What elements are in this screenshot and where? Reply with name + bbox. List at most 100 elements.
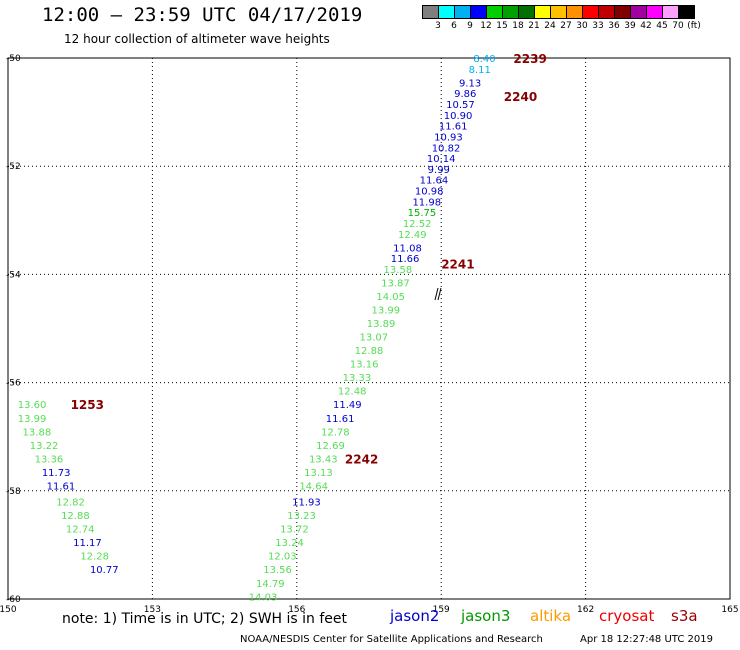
x-tick-label: 153 bbox=[144, 605, 161, 615]
wave-height-label: 13.58 bbox=[384, 265, 413, 276]
legend-label: 21 bbox=[528, 21, 540, 31]
wave-height-label: 12.48 bbox=[338, 387, 367, 398]
time-label: 1253 bbox=[71, 398, 104, 412]
x-tick-label: 162 bbox=[577, 605, 594, 615]
wave-height-label: 11.98 bbox=[412, 197, 441, 208]
legend-label: 12 bbox=[480, 21, 492, 31]
legend-label: 39 bbox=[624, 21, 636, 31]
wave-height-label: 13.43 bbox=[309, 454, 338, 465]
wave-height-label: 11.17 bbox=[73, 538, 102, 549]
wave-height-label: 15.75 bbox=[408, 208, 437, 219]
wave-height-label: 13.60 bbox=[18, 400, 47, 411]
x-tick-label: 150 bbox=[0, 605, 17, 615]
wave-height-label: 12.52 bbox=[403, 219, 432, 230]
legend-swatch-16 bbox=[678, 5, 695, 19]
wave-height-label: 11.61 bbox=[47, 481, 76, 492]
wave-height-label: 11.73 bbox=[42, 468, 71, 479]
chart-subtitle: 12 hour collection of altimeter wave hei… bbox=[64, 32, 330, 46]
y-tick-label: -54 bbox=[6, 270, 21, 280]
wave-height-label: 10.82 bbox=[432, 143, 461, 154]
y-tick-label: -56 bbox=[6, 379, 21, 389]
wave-height-label: 12.74 bbox=[66, 525, 95, 536]
legend-label: 45 bbox=[656, 21, 668, 31]
legend-label: 33 bbox=[592, 21, 604, 31]
footer-timestamp: Apr 18 12:27:48 UTC 2019 bbox=[580, 634, 713, 645]
chart-title: 12:00 – 23:59 UTC 04/17/2019 bbox=[42, 4, 363, 26]
time-label: 2242 bbox=[345, 452, 378, 466]
y-tick-label: -58 bbox=[6, 487, 21, 497]
wave-height-label: 13.07 bbox=[359, 333, 388, 344]
wave-height-label: 11.66 bbox=[391, 254, 420, 265]
satellite-jason2: jason2 bbox=[390, 607, 440, 625]
legend-label: 15 bbox=[496, 21, 508, 31]
wave-height-label: 13.13 bbox=[304, 468, 333, 479]
wave-height-label: 14.79 bbox=[256, 579, 285, 590]
x-tick-label: 159 bbox=[433, 605, 450, 615]
y-tick-label: -60 bbox=[6, 595, 21, 605]
wave-height-label: 11.93 bbox=[292, 498, 321, 509]
color-legend: 3 6 9 12 15 18 21 24 27 30 33 36 39 42 45 70 (ft) bbox=[422, 5, 740, 33]
track-marker-icon bbox=[434, 287, 442, 301]
legend-swatches bbox=[422, 5, 740, 19]
satellite-cryosat: cryosat bbox=[599, 607, 655, 625]
wave-height-label: 12.82 bbox=[56, 498, 85, 509]
wave-height-label: 13.88 bbox=[23, 427, 52, 438]
wave-height-label: 13.24 bbox=[275, 538, 304, 549]
x-tick-label: 156 bbox=[288, 605, 305, 615]
wave-height-label: 12.78 bbox=[321, 427, 350, 438]
legend-label: 36 bbox=[608, 21, 620, 31]
legend-label: 27 bbox=[560, 21, 572, 31]
wave-height-label: 13.99 bbox=[18, 414, 47, 425]
legend-labels: 3 6 9 12 15 18 21 24 27 30 33 36 39 42 45 70 (ft) bbox=[422, 19, 740, 33]
y-tick-label: -52 bbox=[6, 162, 21, 172]
wave-height-label: 10.90 bbox=[444, 111, 473, 122]
wave-height-label: 13.56 bbox=[263, 565, 292, 576]
wave-height-label: 14.05 bbox=[376, 292, 405, 303]
wave-height-label: 13.87 bbox=[381, 279, 410, 290]
time-label: 2239 bbox=[513, 52, 546, 66]
wave-height-label: 9.86 bbox=[454, 89, 476, 100]
legend-label: 18 bbox=[512, 21, 524, 31]
wave-height-label: 11.61 bbox=[439, 122, 468, 133]
wave-height-label: 13.36 bbox=[35, 454, 64, 465]
legend-label: 24 bbox=[544, 21, 556, 31]
wave-height-label: 14.03 bbox=[249, 592, 278, 603]
wave-height-label: 8.40 bbox=[473, 54, 495, 65]
wave-height-label: 9.13 bbox=[459, 78, 481, 89]
legend-label: 30 bbox=[576, 21, 588, 31]
wave-height-label: 10.77 bbox=[90, 565, 119, 576]
wave-height-label: 13.22 bbox=[30, 441, 59, 452]
satellite-jason3: jason3 bbox=[461, 607, 511, 625]
wave-height-label: 11.64 bbox=[420, 176, 449, 187]
wave-height-label: 13.23 bbox=[287, 511, 316, 522]
legend-unit: (ft) bbox=[687, 21, 701, 31]
note-text: note: 1) Time is in UTC; 2) SWH is in fe… bbox=[62, 611, 348, 627]
wave-height-label: 13.33 bbox=[343, 373, 372, 384]
wave-height-label: 13.72 bbox=[280, 525, 309, 536]
wave-height-label: 12.03 bbox=[268, 552, 297, 563]
legend-label: 6 bbox=[451, 21, 457, 31]
wave-height-label: 12.49 bbox=[398, 230, 427, 241]
wave-height-label: 10.14 bbox=[427, 154, 456, 165]
wave-height-label: 10.98 bbox=[415, 187, 444, 198]
wave-height-label: 10.93 bbox=[434, 132, 463, 143]
wave-height-label: 14.64 bbox=[299, 481, 328, 492]
wave-height-label: 12.28 bbox=[80, 552, 109, 563]
wave-height-label: 12.88 bbox=[61, 511, 90, 522]
wave-height-label: 13.99 bbox=[372, 306, 401, 317]
wave-height-label: 8.11 bbox=[469, 65, 491, 76]
wave-height-label: 12.69 bbox=[316, 441, 345, 452]
wave-height-label: 13.16 bbox=[350, 360, 379, 371]
wave-height-label: 11.61 bbox=[326, 414, 355, 425]
wave-height-label: 9.99 bbox=[428, 165, 450, 176]
satellite-altika: altika bbox=[530, 607, 572, 625]
time-label: 2240 bbox=[504, 90, 537, 104]
y-tick-label: -50 bbox=[6, 54, 21, 64]
legend-label: 70 bbox=[672, 21, 684, 31]
legend-label: 3 bbox=[435, 21, 441, 31]
legend-label: 42 bbox=[640, 21, 652, 31]
footer-credit: NOAA/NESDIS Center for Satellite Applica… bbox=[240, 634, 543, 645]
satellite-s3a: s3a bbox=[671, 607, 698, 625]
plot-frame bbox=[7, 57, 731, 600]
